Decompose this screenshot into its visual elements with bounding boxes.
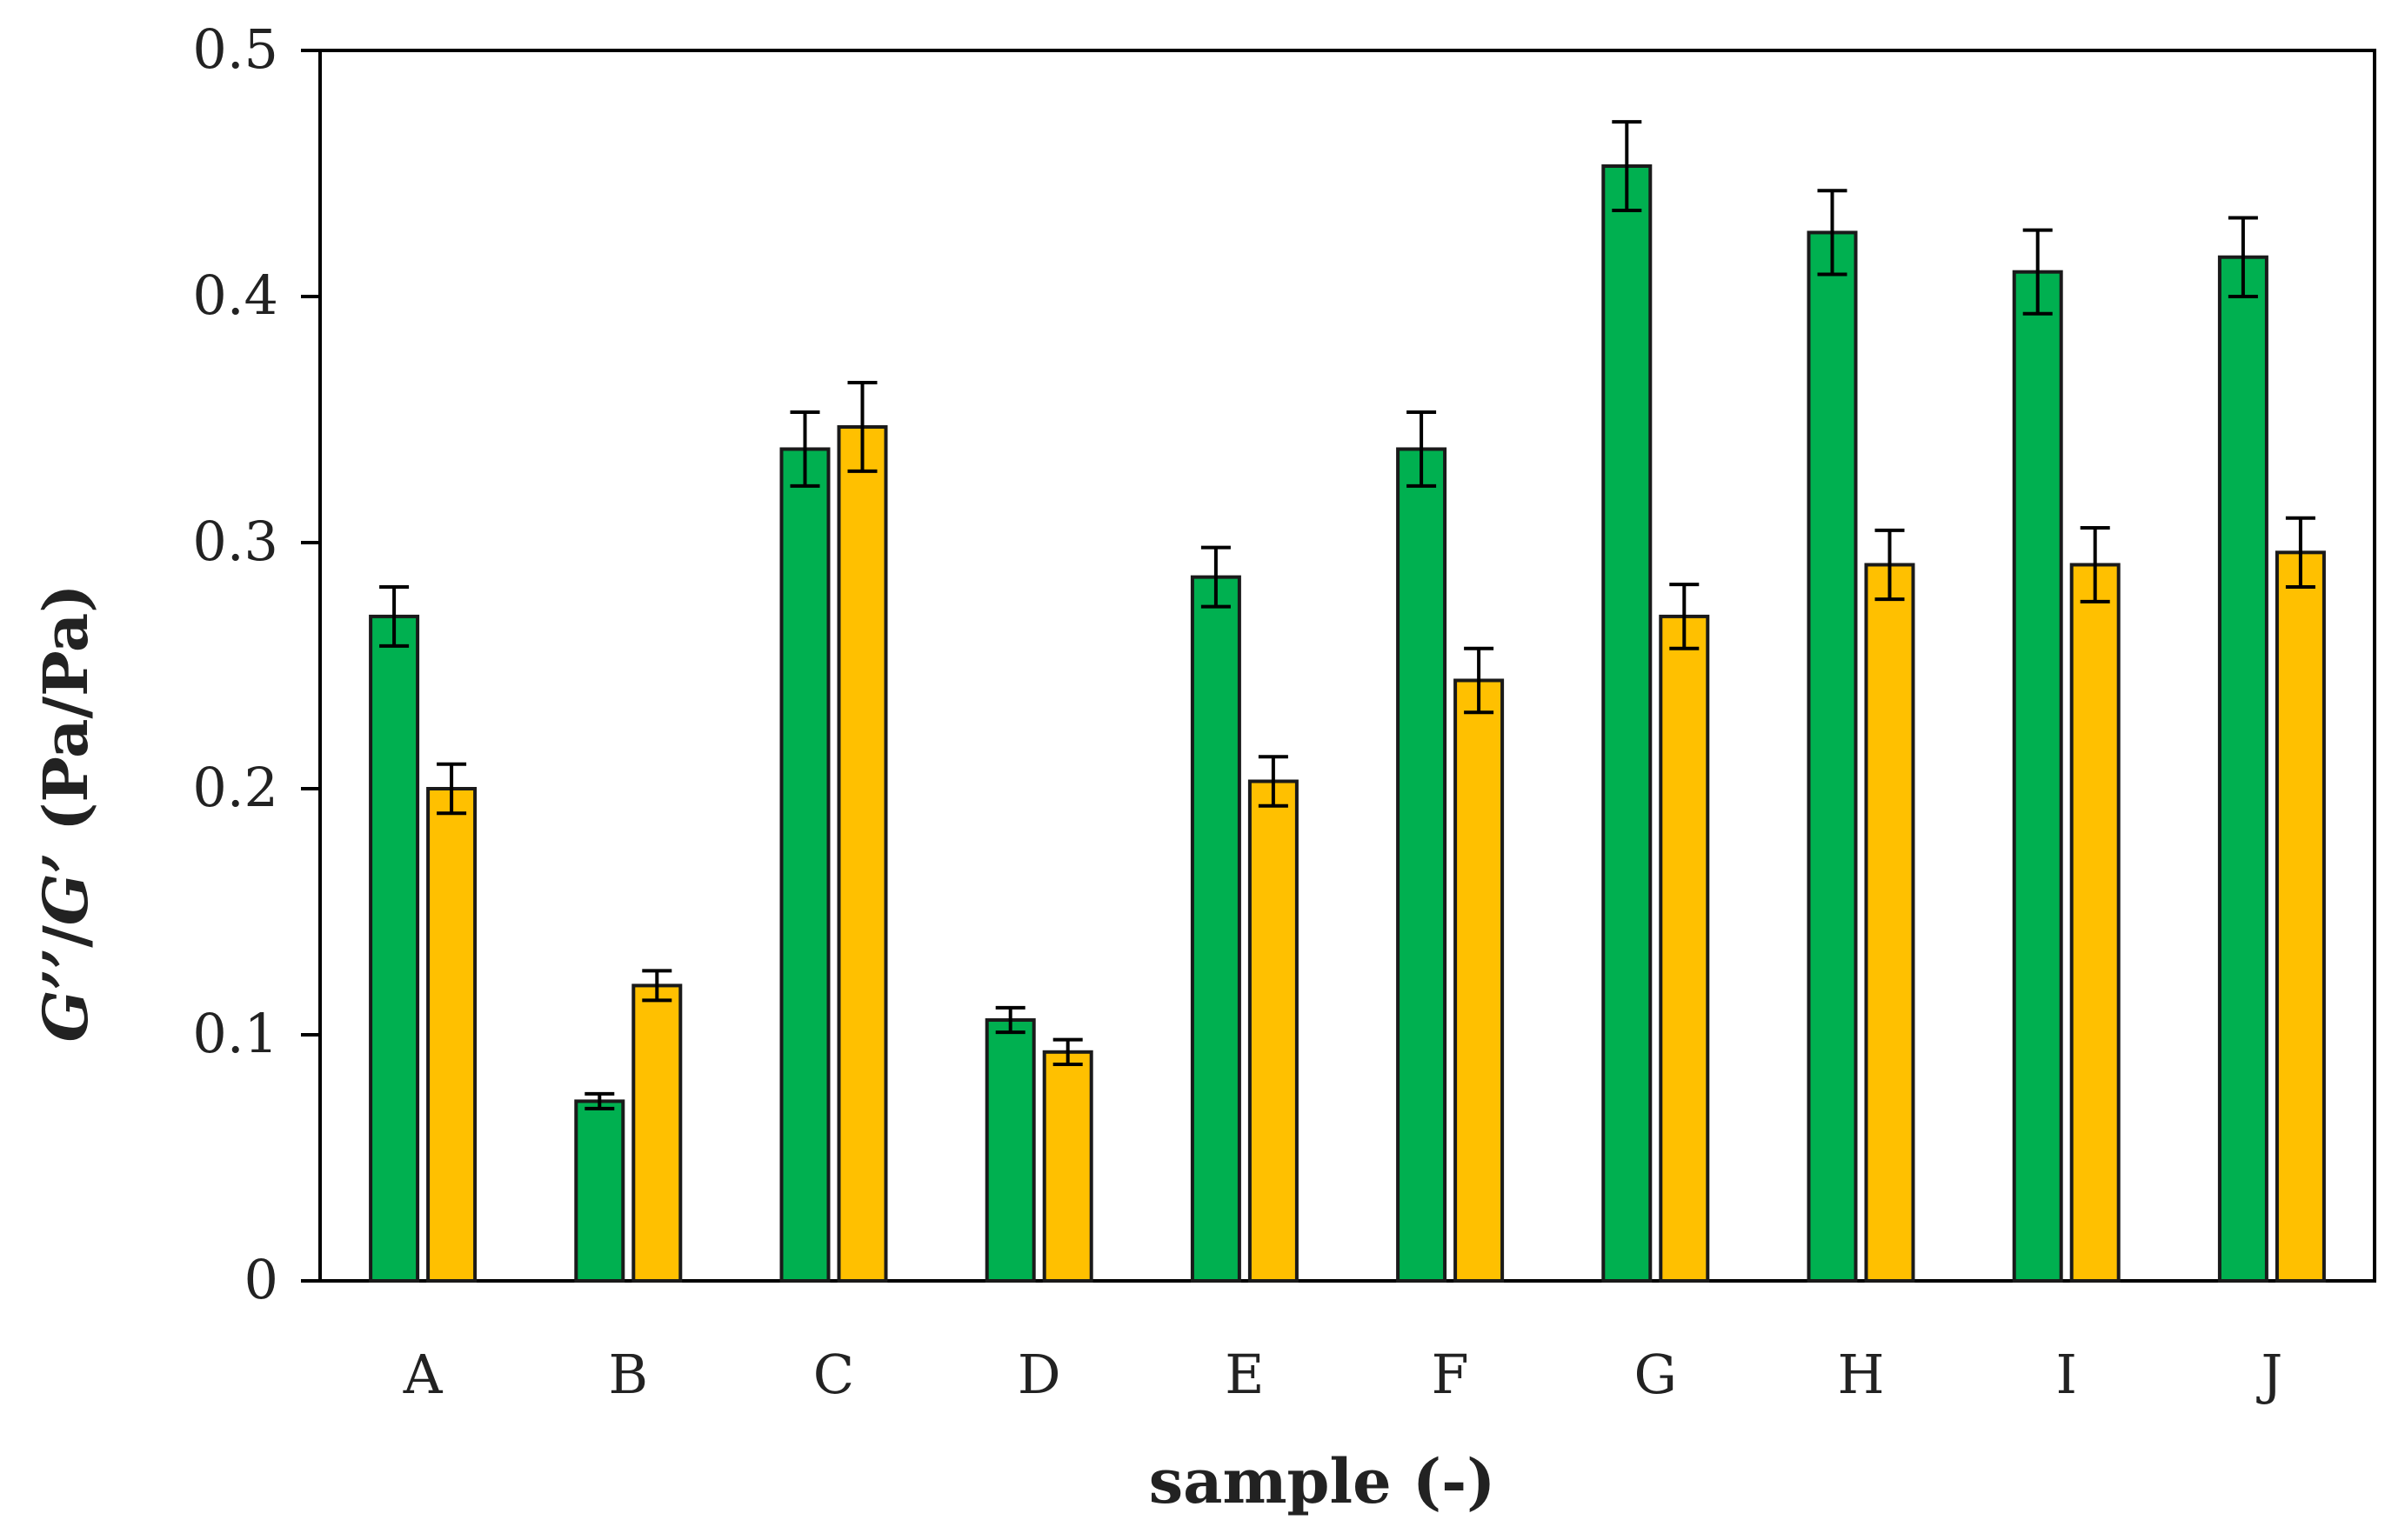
error-bar-s1-h [1817, 189, 1847, 277]
y-axis-title-g2: G’’ [30, 948, 102, 1043]
error-bar-s2-h [1874, 528, 1905, 602]
error-bar-s2-d [1052, 1037, 1083, 1066]
x-tick-label-d: D [1018, 1343, 1061, 1406]
error-bar-s1-c [790, 410, 820, 488]
y-tick-label: 0.3 [192, 510, 278, 573]
bar-s2-i [2069, 563, 2121, 1283]
bar-s2-b [631, 983, 683, 1283]
error-bar-s2-a [437, 762, 467, 816]
y-axis-ticks: 0 0.1 0.2 0.3 0.4 0.5 [192, 17, 320, 1311]
bar-s1-d [985, 1018, 1036, 1283]
x-tick-label-g: G [1634, 1343, 1678, 1406]
bar-s2-c [837, 424, 888, 1283]
bar-s1-e [1190, 575, 1241, 1283]
bar-s2-j [2275, 550, 2326, 1283]
x-tick-label-a: A [403, 1343, 444, 1406]
x-axis-title: sample (-) [1149, 1445, 1496, 1517]
y-tick-label: 0.1 [192, 1002, 278, 1065]
bar-s2-a [426, 787, 478, 1283]
error-bar-s2-j [2285, 516, 2315, 589]
y-tick-label: 0 [244, 1248, 278, 1311]
x-tick-label-b: B [609, 1343, 649, 1406]
bars [369, 164, 2326, 1283]
bar-s1-a [369, 614, 420, 1283]
bar-s2-e [1247, 779, 1299, 1283]
plot-border [318, 49, 2376, 1283]
bar-s1-b [574, 1099, 625, 1283]
error-bar-s1-f [1406, 410, 1437, 488]
error-bar-s1-d [995, 1005, 1025, 1035]
plot-frame [318, 49, 2376, 1283]
error-bar-s1-i [2022, 228, 2053, 316]
y-axis-title-g1: G’ [30, 852, 102, 925]
bar-s2-h [1864, 563, 1915, 1283]
error-bar-s1-a [379, 584, 410, 648]
bar-s1-h [1807, 230, 1858, 1283]
bar-s2-g [1659, 614, 1710, 1283]
bar-s1-i [2012, 270, 2063, 1283]
x-tick-label-i: I [2055, 1343, 2077, 1406]
y-tick-label: 0.4 [192, 263, 278, 327]
x-tick-label-e: E [1225, 1343, 1264, 1406]
error-bar-s1-g [1612, 120, 1642, 212]
bar-s1-f [1396, 447, 1447, 1283]
error-bar-s1-j [2228, 216, 2258, 298]
x-tick-label-c: C [813, 1343, 854, 1406]
bar-s2-d [1042, 1050, 1093, 1283]
error-bar-s2-b [642, 969, 672, 1003]
error-bar-s2-e [1258, 755, 1288, 808]
y-tick-label: 0.2 [192, 756, 278, 819]
error-bars [379, 120, 2315, 1110]
error-bar-s2-f [1464, 646, 1494, 715]
y-axis-title-unit: (Pa/Pa) [30, 584, 102, 852]
y-axis-title-slash: / [30, 925, 102, 948]
error-bar-s1-b [585, 1091, 615, 1110]
y-axis-title: G’’/G’ (Pa/Pa) [30, 584, 102, 1043]
x-axis-ticks: A B C D E F G H I J [403, 1343, 2283, 1406]
bar-s2-f [1453, 678, 1505, 1283]
error-bar-s2-c [847, 381, 878, 473]
bar-s1-j [2217, 255, 2268, 1283]
x-tick-label-h: H [1837, 1343, 1884, 1406]
x-tick-label-f: F [1432, 1343, 1469, 1406]
error-bar-s1-e [1200, 545, 1231, 609]
x-tick-label-j: J [2255, 1343, 2282, 1406]
y-tick-label: 0.5 [192, 17, 278, 81]
bar-s1-c [779, 447, 831, 1283]
bar-s1-g [1601, 164, 1653, 1283]
error-bar-s2-g [1669, 583, 1700, 650]
error-bar-s2-i [2080, 526, 2110, 603]
